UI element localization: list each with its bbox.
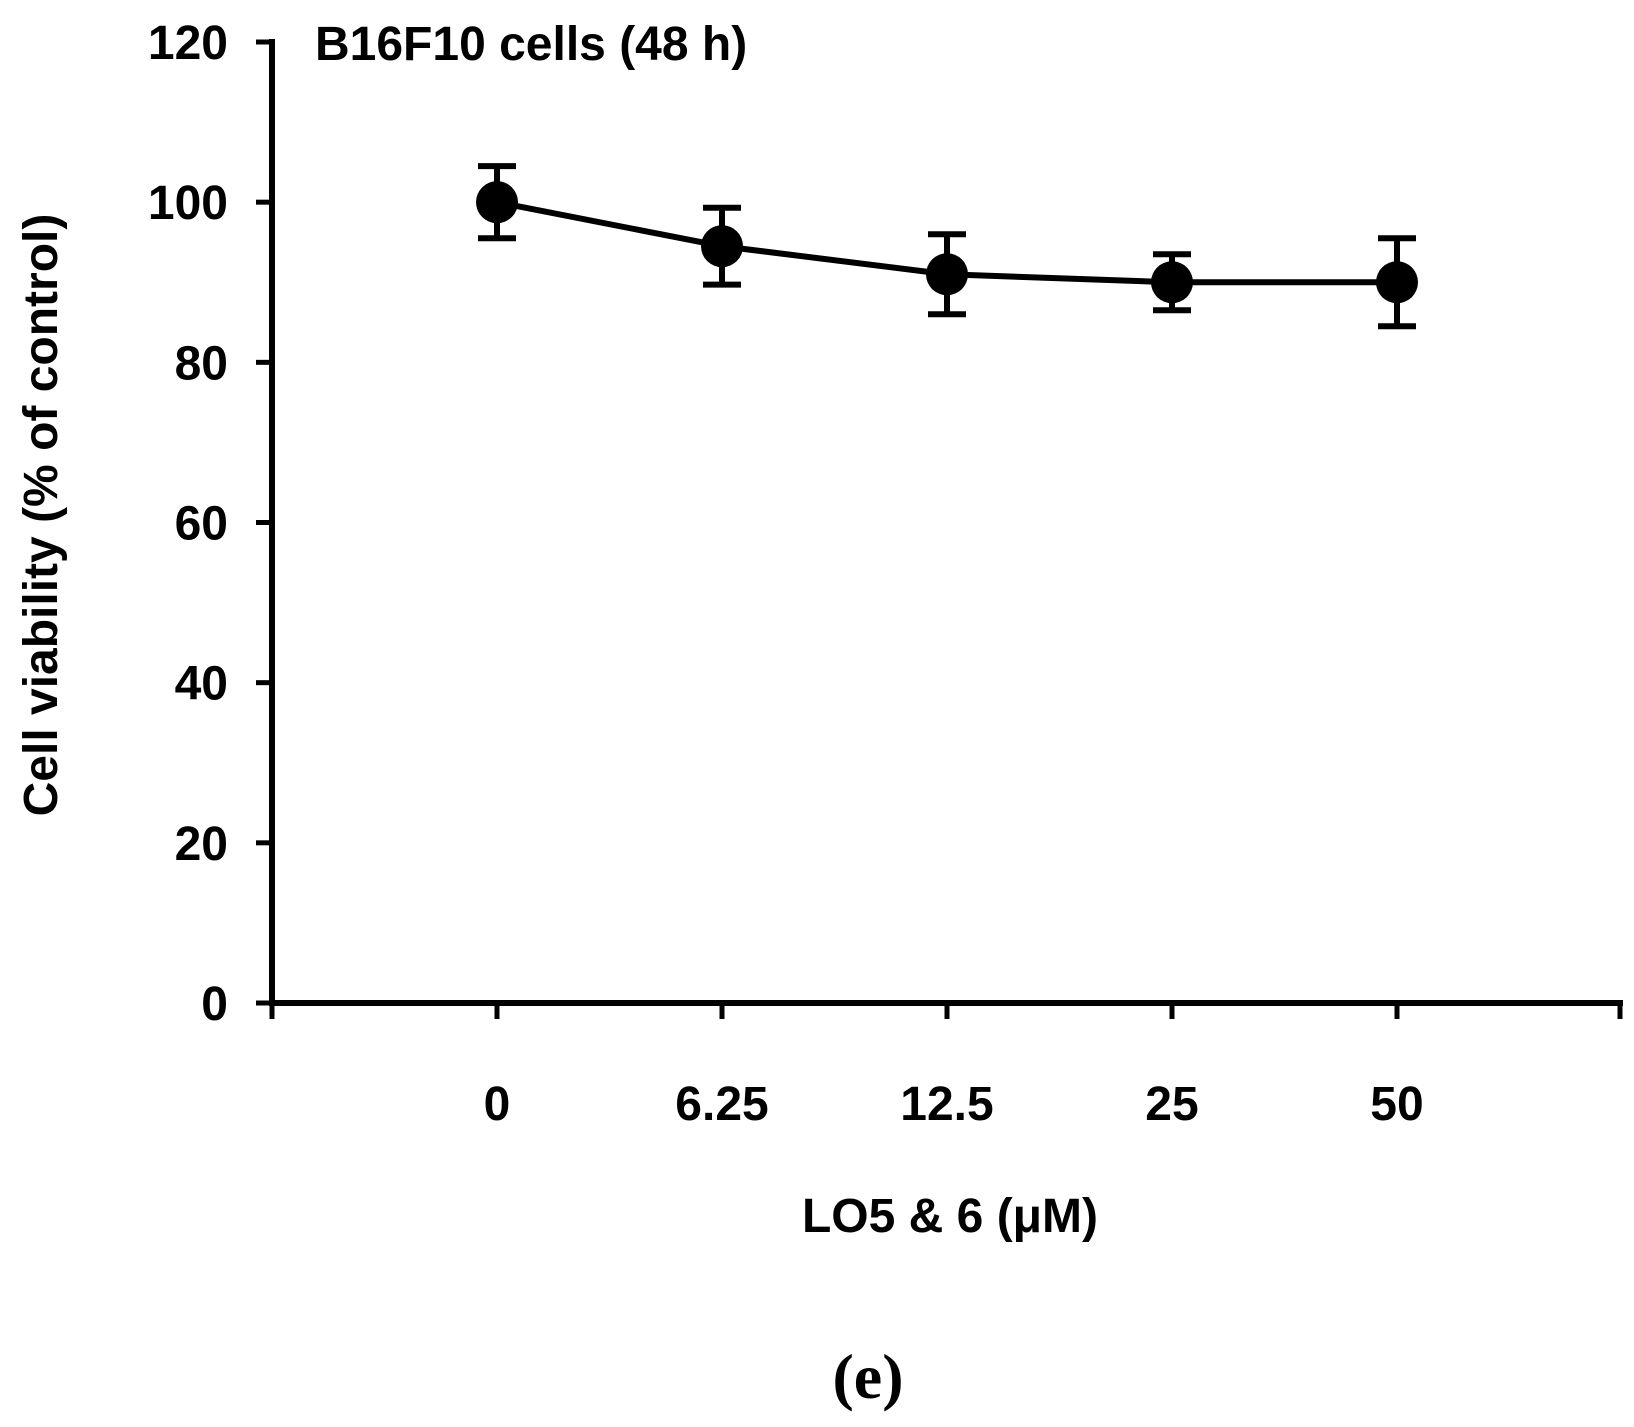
axes xyxy=(269,39,1623,1006)
y-tick-label-120: 120 xyxy=(148,17,228,70)
x-ticks: 0 6.25 12.5 25 50 xyxy=(269,1003,1623,1131)
y-tick-label-60: 60 xyxy=(175,498,228,551)
data-point-0 xyxy=(476,181,518,224)
y-tick-label-80: 80 xyxy=(175,337,228,390)
x-tick-label-6.25: 6.25 xyxy=(675,1078,768,1131)
chart-title: B16F10 cells (48 h) xyxy=(315,18,747,71)
error-bars xyxy=(478,163,1416,330)
y-axis-label: Cell viability (% of control) xyxy=(15,214,68,817)
data-point-25 xyxy=(1151,261,1193,304)
x-tick-label-12.5: 12.5 xyxy=(900,1078,993,1131)
y-tick-label-100: 100 xyxy=(148,177,228,230)
x-tick-label-0: 0 xyxy=(484,1078,511,1131)
panel-label: (e) xyxy=(832,1341,903,1412)
data-point-12.5 xyxy=(926,253,968,296)
x-tick-label-25: 25 xyxy=(1145,1078,1198,1131)
data-point-50 xyxy=(1376,261,1418,304)
x-tick-label-50: 50 xyxy=(1370,1078,1423,1131)
x-axis-label: LO5 & 6 (μM) xyxy=(802,1190,1098,1243)
y-tick-label-0: 0 xyxy=(201,978,228,1031)
y-tick-label-20: 20 xyxy=(175,818,228,871)
data-points xyxy=(476,181,1418,304)
y-tick-label-40: 40 xyxy=(175,658,228,711)
y-ticks: 0 20 40 60 80 100 120 xyxy=(148,17,272,1031)
data-point-6.25 xyxy=(701,225,743,268)
